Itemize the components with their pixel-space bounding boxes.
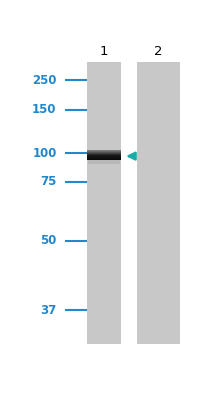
Bar [86, 153, 120, 154]
Bar [86, 151, 120, 152]
Bar [86, 157, 120, 158]
Bar [86, 62, 120, 344]
Text: 2: 2 [153, 45, 162, 58]
Bar [86, 157, 120, 158]
Bar [86, 153, 120, 154]
Bar [86, 156, 120, 157]
Bar [86, 159, 120, 160]
Bar [136, 62, 179, 344]
Text: 50: 50 [40, 234, 56, 247]
Bar [86, 152, 120, 153]
Text: 1: 1 [99, 45, 108, 58]
Bar [86, 154, 120, 155]
Text: 37: 37 [40, 304, 56, 317]
Text: 250: 250 [32, 74, 56, 87]
Text: 100: 100 [32, 147, 56, 160]
Bar [87, 159, 120, 164]
Bar [86, 158, 120, 159]
Bar [86, 150, 120, 151]
Bar [86, 155, 120, 156]
Bar [86, 159, 120, 160]
Bar [86, 151, 120, 152]
Text: 75: 75 [40, 176, 56, 188]
Bar [86, 150, 120, 151]
Bar [86, 154, 120, 155]
Bar [86, 155, 120, 156]
Text: 150: 150 [32, 103, 56, 116]
Bar [86, 156, 120, 157]
Bar [86, 152, 120, 153]
Bar [86, 158, 120, 159]
